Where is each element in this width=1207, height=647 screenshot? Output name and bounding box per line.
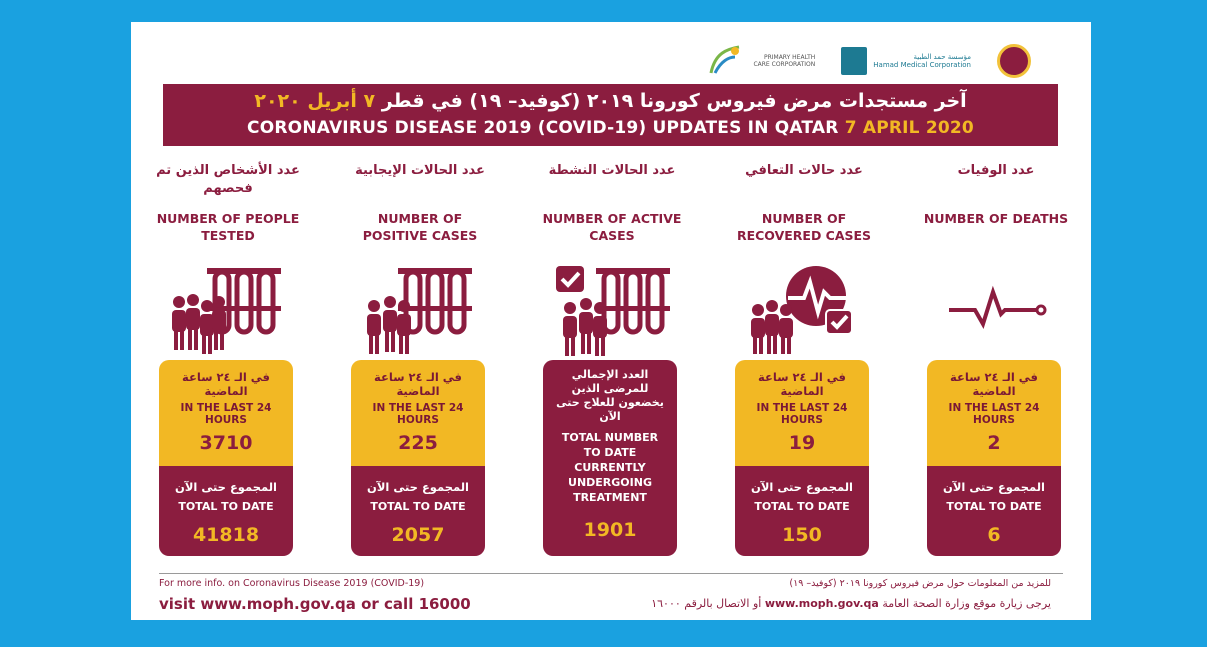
title-arabic-text: آخر مستجدات مرض فيروس كورونا ٢٠١٩ (كوفيد… [381, 90, 967, 112]
total-label-ar: المجموع حتى الآن [751, 480, 853, 494]
column-active-cases: عدد الحالات النشطة NUMBER OF ACTIVE CASE… [537, 162, 687, 556]
total-label-en: TOTAL TO DATE [946, 500, 1042, 513]
phcc-logo: PRIMARY HEALTH CARE CORPORATION [705, 43, 815, 79]
total-label-ar: المجموع حتى الآن [943, 480, 1045, 494]
total-value: 6 [987, 524, 1001, 546]
checkmark-people-tubes-icon [537, 260, 687, 360]
footer-visit-ar: يرجى زيارة موقع وزارة الصحة العامة www.m… [651, 597, 1051, 610]
last24-value: 225 [398, 432, 438, 454]
column-label-ar: عدد الحالات الإيجابية [355, 163, 485, 178]
title-english: CORONAVIRUS DISEASE 2019 (COVID-19) UPDA… [163, 115, 1058, 141]
column-label-ar: عدد الوفيات [957, 163, 1035, 178]
full-label-ar: العدد الإجمالي للمرضى الذين يخضعون للعلا… [556, 368, 664, 423]
hmc-logo: مؤسسة حمد الطبية Hamad Medical Corporati… [841, 47, 971, 75]
footer-info-en: For more info. on Coronavirus Disease 20… [159, 578, 425, 589]
title-english-date: 7 APRIL 2020 [844, 118, 974, 138]
title-banner: آخر مستجدات مرض فيروس كورونا ٢٠١٩ (كوفيد… [163, 84, 1058, 146]
total-value: 150 [782, 524, 822, 546]
full-value: 1901 [583, 519, 637, 541]
column-label-en: NUMBER OF POSITIVE CASES [362, 211, 478, 243]
total-label-en: TOTAL TO DATE [178, 500, 274, 513]
total-label-ar: المجموع حتى الآن [367, 480, 469, 494]
stat-box-people-tested: في الـ ٢٤ ساعة الماضية IN THE LAST 24 HO… [159, 360, 293, 556]
last24-label-ar: في الـ ٢٤ ساعة الماضية [758, 370, 846, 398]
total-label-en: TOTAL TO DATE [754, 500, 850, 513]
column-label-ar: عدد الأشخاص الذين تم فحصهم [156, 163, 300, 196]
last24-label-en: IN THE LAST 24 HOURS [948, 402, 1040, 426]
flatline-icon [921, 260, 1071, 360]
last24-label-ar: في الـ ٢٤ ساعة الماضية [374, 370, 462, 398]
stat-box-active-cases: العدد الإجمالي للمرضى الذين يخضعون للعلا… [543, 360, 677, 556]
moph-emblem-icon [997, 44, 1031, 78]
title-arabic: آخر مستجدات مرض فيروس كورونا ٢٠١٩ (كوفيد… [163, 84, 1058, 115]
people-test-tubes-icon [153, 260, 303, 360]
phcc-logo-icon [709, 45, 740, 74]
phcc-logo-text: PRIMARY HEALTH CARE CORPORATION [753, 54, 816, 68]
hmc-logo-icon [841, 47, 868, 75]
footer-visit-en: visit www.moph.gov.qa or call 16000 [159, 595, 471, 613]
column-label-ar: عدد حالات التعافي [745, 163, 863, 178]
hmc-logo-text-ar: مؤسسة حمد الطبية [913, 53, 971, 61]
column-label-ar: عدد الحالات النشطة [548, 163, 676, 178]
column-label-en: NUMBER OF RECOVERED CASES [736, 211, 872, 243]
total-value: 41818 [192, 524, 260, 546]
last24-label-en: IN THE LAST 24 HOURS [756, 402, 848, 426]
column-label-en: NUMBER OF DEATHS [923, 211, 1069, 226]
stat-box-deaths: في الـ ٢٤ ساعة الماضية IN THE LAST 24 HO… [927, 360, 1061, 556]
last24-label-ar: في الـ ٢٤ ساعة الماضية [950, 370, 1038, 398]
title-english-text: CORONAVIRUS DISEASE 2019 (COVID-19) UPDA… [247, 118, 839, 138]
column-label-en: NUMBER OF PEOPLE TESTED [156, 211, 300, 243]
full-label-en: TOTAL NUMBER TO DATE CURRENTLY UNDERGOIN… [561, 431, 659, 504]
footer-visit-ar-url: www.moph.gov.qa [764, 597, 879, 610]
footer-visit-ar-post: أو الاتصال بالرقم ١٦٠٠٠ [651, 597, 762, 610]
column-people-tested: عدد الأشخاص الذين تم فحصهم NUMBER OF PEO… [153, 162, 303, 556]
total-label-ar: المجموع حتى الآن [175, 480, 277, 494]
last24-value: 19 [788, 432, 816, 454]
people-test-tubes-icon [345, 260, 495, 360]
footer-english: For more info. on Coronavirus Disease 20… [159, 578, 471, 613]
stat-box-positive-cases: في الـ ٢٤ ساعة الماضية IN THE LAST 24 HO… [351, 360, 485, 556]
footer-info-ar: للمزيد من المعلومات حول مرض فيروس كورونا… [789, 578, 1051, 589]
column-positive-cases: عدد الحالات الإيجابية NUMBER OF POSITIVE… [345, 162, 495, 556]
last24-label-en: IN THE LAST 24 HOURS [180, 402, 272, 426]
last24-value: 3710 [199, 432, 253, 454]
logo-bar: PRIMARY HEALTH CARE CORPORATION مؤسسة حم… [705, 36, 1031, 86]
column-recovered-cases: عدد حالات التعافي NUMBER OF RECOVERED CA… [729, 162, 879, 556]
hmc-logo-text-en: Hamad Medical Corporation [873, 61, 971, 69]
column-deaths: عدد الوفيات NUMBER OF DEATHS في الـ ٢٤ س… [921, 162, 1071, 556]
total-value: 2057 [391, 524, 445, 546]
total-label-en: TOTAL TO DATE [370, 500, 466, 513]
title-arabic-date: ٧ أبريل ٢٠٢٠ [254, 90, 376, 112]
moph-logo [997, 44, 1031, 78]
footer-arabic: للمزيد من المعلومات حول مرض فيروس كورونا… [651, 578, 1051, 610]
footer-visit-ar-pre: يرجى زيارة موقع وزارة الصحة العامة [882, 597, 1051, 610]
column-label-en: NUMBER OF ACTIVE CASES [542, 211, 682, 243]
last24-label-ar: في الـ ٢٤ ساعة الماضية [182, 370, 270, 398]
heartbeat-check-icon [729, 260, 879, 360]
last24-value: 2 [987, 432, 1001, 454]
stats-columns: عدد الأشخاص الذين تم فحصهم NUMBER OF PEO… [153, 162, 1073, 562]
last24-label-en: IN THE LAST 24 HOURS [372, 402, 464, 426]
footer-divider [159, 573, 1063, 574]
stat-box-recovered-cases: في الـ ٢٤ ساعة الماضية IN THE LAST 24 HO… [735, 360, 869, 556]
infographic-card: PRIMARY HEALTH CARE CORPORATION مؤسسة حم… [131, 22, 1091, 620]
